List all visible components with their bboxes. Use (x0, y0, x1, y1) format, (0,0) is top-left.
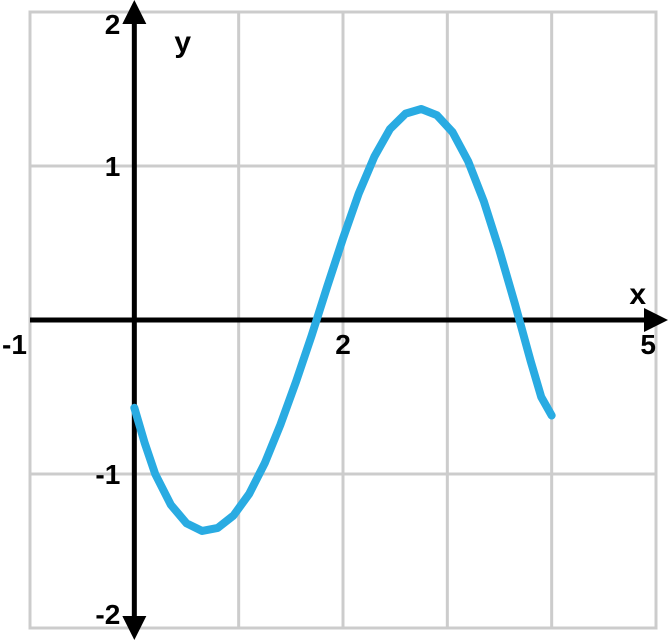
y-tick-label: 2 (105, 9, 121, 40)
y-axis-label: y (174, 26, 191, 59)
x-tick-label: 5 (640, 329, 656, 360)
x-axis-label: x (629, 278, 646, 311)
x-tick-label: -1 (2, 329, 27, 360)
y-tick-label: -1 (95, 459, 120, 490)
x-tick-label: 2 (335, 329, 351, 360)
y-tick-label: 1 (105, 151, 121, 182)
y-tick-label: -2 (95, 599, 120, 630)
xy-plot: -1 2 5 2 1 -1 -2 y x (0, 0, 668, 640)
